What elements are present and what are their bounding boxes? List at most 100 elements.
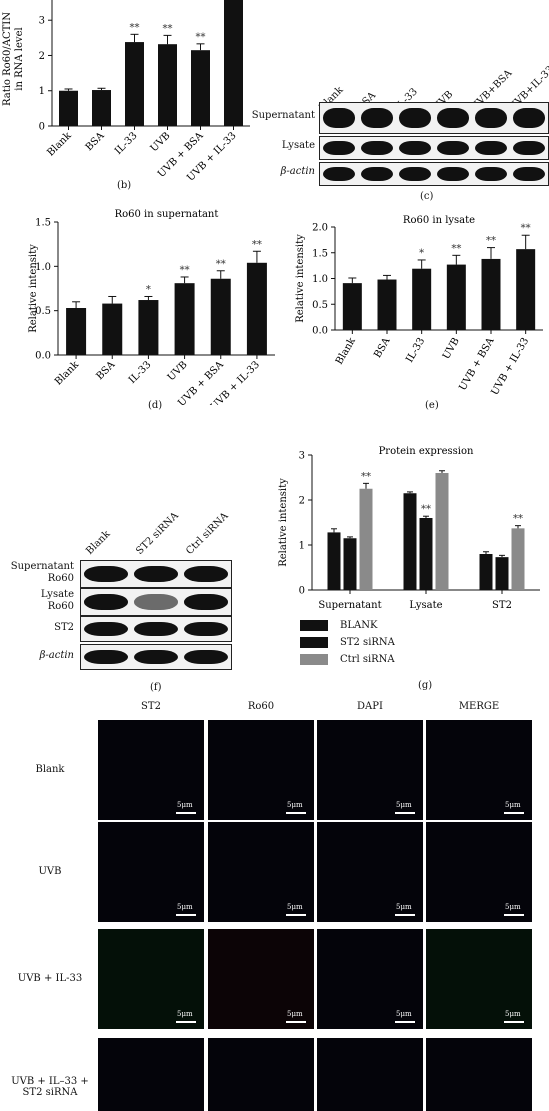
protein-band	[513, 166, 545, 182]
y-tick-label: 0.0	[312, 326, 328, 337]
blot-c: BlankBSAIL-33UVBUVB+BSAUVB+IL-33Supernat…	[252, 64, 549, 210]
legend-item: Ctrl siRNA	[300, 654, 395, 665]
row-label: β-actin	[0, 650, 74, 662]
scale-bar	[395, 1021, 415, 1023]
blot-strip	[319, 136, 549, 160]
row-label: β-actin	[280, 166, 315, 177]
row-header: UVB + IL-33	[0, 973, 100, 984]
legend-item: BLANK	[300, 620, 377, 631]
category-label: UVB + BSA	[457, 335, 496, 392]
category-label: IL-33	[113, 130, 140, 157]
bar	[125, 42, 144, 126]
protein-band	[513, 140, 545, 156]
micrograph-image	[98, 929, 204, 1029]
category-label: UVB + IL-33	[490, 336, 532, 397]
bar	[419, 518, 433, 590]
bar	[495, 557, 509, 590]
protein-band	[323, 140, 355, 156]
scale-label: 5μm	[396, 801, 412, 809]
bar	[377, 279, 397, 330]
y-tick-label: 3	[39, 16, 45, 27]
protein-band	[323, 166, 355, 182]
micrograph-image	[426, 1038, 532, 1111]
scale-bar	[395, 812, 415, 814]
bar	[516, 249, 536, 330]
y-axis-label: Relative intensity	[295, 234, 306, 323]
row-header-line: Blank	[35, 764, 65, 775]
category-label: UVB	[149, 130, 173, 154]
protein-band	[323, 108, 355, 128]
protein-band	[361, 108, 393, 128]
column-header: MERGE	[458, 701, 500, 712]
row-label: Lysate Ro60	[0, 589, 74, 612]
significance-mark: **	[361, 471, 371, 482]
y-tick-label: 1.0	[312, 274, 328, 285]
category-label: IL-33	[127, 359, 154, 386]
protein-band	[134, 649, 178, 665]
bar	[327, 532, 341, 590]
scale-label: 5μm	[287, 903, 303, 911]
category-label: IL-33	[404, 336, 427, 365]
scale-bar	[286, 914, 306, 916]
category-label: Supernatant	[318, 600, 381, 611]
blot-strip	[319, 102, 549, 134]
bar	[343, 538, 357, 590]
column-header: ST2	[141, 701, 161, 712]
blot-f: Blank ST2 siRNA Ctrl siRNA Supernatant Ro60 L…	[10, 510, 260, 680]
bar	[92, 90, 111, 126]
y-tick-label: 1.0	[35, 262, 51, 273]
column-header: Ro60	[247, 701, 275, 712]
significance-mark: **	[163, 23, 173, 34]
scale-label: 5μm	[177, 801, 193, 809]
y-tick-label: 0	[39, 122, 45, 133]
row-header-line: UVB	[38, 866, 62, 877]
row-label: Lysate	[281, 140, 315, 151]
significance-mark: **	[486, 236, 496, 247]
scale-label: 5μm	[505, 801, 521, 809]
blot-strip	[80, 588, 232, 616]
y-tick-label: 2	[39, 51, 45, 62]
panel-label-f: (f)	[150, 682, 162, 693]
protein-band	[399, 108, 431, 128]
lane-label: Ctrl siRNA	[184, 510, 231, 557]
y-tick-label: 1.5	[35, 218, 51, 229]
row-header-line: ST2 siRNA	[22, 1087, 78, 1098]
scale-bar	[395, 914, 415, 916]
column-header: DAPI	[357, 701, 383, 712]
micrograph-image	[208, 822, 314, 922]
protein-band	[184, 594, 228, 610]
protein-band	[184, 621, 228, 637]
protein-band	[361, 140, 393, 156]
protein-band	[475, 166, 507, 182]
row-label-line: Ro60	[47, 572, 74, 584]
legend-swatch	[300, 654, 328, 665]
row-label: Supernatant	[251, 110, 315, 121]
protein-band	[84, 594, 128, 610]
scale-bar	[504, 812, 524, 814]
protein-band	[513, 108, 545, 128]
bar	[359, 488, 373, 590]
y-tick-label: 1.5	[312, 248, 328, 259]
micrograph-image	[208, 929, 314, 1029]
y-axis-label: Relative intensity	[278, 478, 289, 567]
bar	[342, 283, 362, 330]
category-label: ST2	[492, 600, 512, 611]
row-label-line: Supernatant	[10, 561, 74, 572]
micrograph-image	[208, 1038, 314, 1111]
bar	[102, 303, 123, 355]
panel-label-c: (c)	[420, 191, 434, 202]
protein-band	[399, 166, 431, 182]
scale-bar	[286, 1021, 306, 1023]
category-label: UVB	[441, 336, 462, 361]
row-label-line: Lysate	[40, 589, 74, 600]
bar	[224, 0, 243, 126]
row-header-line: UVB + IL-33	[17, 973, 83, 984]
bar	[479, 554, 493, 590]
y-tick-label: 0.5	[35, 306, 51, 317]
protein-band	[184, 566, 228, 582]
category-label: BSA	[84, 130, 107, 153]
row-header-line: UVB + IL–33 +	[11, 1076, 89, 1087]
scale-label: 5μm	[505, 903, 521, 911]
bar	[481, 258, 501, 330]
bar	[403, 493, 417, 590]
